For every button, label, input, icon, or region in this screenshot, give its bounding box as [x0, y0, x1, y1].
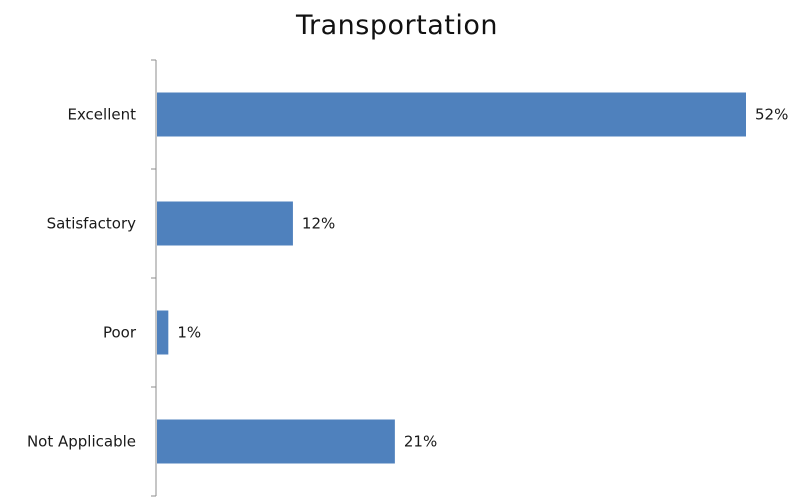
bar-satisfactory: [157, 201, 293, 246]
data-label: 52%: [755, 106, 788, 124]
category-label: Excellent: [67, 106, 136, 124]
bar-excellent: [157, 92, 746, 137]
category-label: Not Applicable: [27, 433, 136, 451]
data-label: 12%: [302, 215, 335, 233]
data-label: 21%: [404, 433, 437, 451]
chart-title: Transportation: [296, 10, 498, 41]
data-label: 1%: [177, 324, 201, 342]
bar-not-applicable: [157, 419, 395, 464]
bar-poor: [157, 310, 169, 355]
category-label: Poor: [103, 324, 137, 342]
category-label: Satisfactory: [47, 215, 137, 233]
